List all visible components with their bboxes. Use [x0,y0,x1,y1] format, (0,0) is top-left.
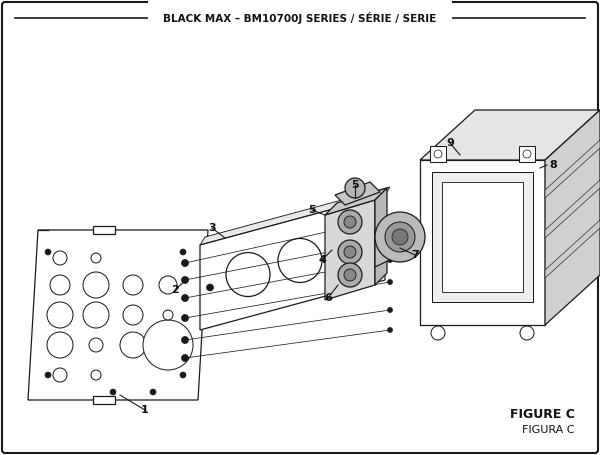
Circle shape [333,223,377,268]
Circle shape [180,249,186,255]
Text: 2: 2 [171,285,179,295]
Circle shape [91,253,101,263]
Circle shape [163,310,173,320]
Polygon shape [200,195,385,330]
Circle shape [50,275,70,295]
Circle shape [345,178,365,198]
Text: 8: 8 [549,160,557,170]
FancyBboxPatch shape [93,396,115,404]
Circle shape [523,150,531,158]
Circle shape [91,370,101,380]
Circle shape [53,368,67,382]
Circle shape [278,238,322,283]
Circle shape [45,372,51,378]
Circle shape [182,354,188,362]
Circle shape [388,216,392,221]
FancyBboxPatch shape [93,226,115,234]
Text: 5: 5 [308,205,316,215]
Polygon shape [420,160,545,325]
Text: FIGURA C: FIGURA C [523,425,575,435]
Circle shape [338,240,362,264]
Circle shape [83,302,109,328]
Polygon shape [545,220,600,278]
Circle shape [431,326,445,340]
Circle shape [110,389,116,395]
Text: 1: 1 [141,405,149,415]
Text: BLACK MAX – BM10700J SERIES / SÉRIE / SERIE: BLACK MAX – BM10700J SERIES / SÉRIE / SE… [163,12,437,24]
Circle shape [89,338,103,352]
Circle shape [180,372,186,378]
Polygon shape [420,110,600,160]
Polygon shape [325,188,387,215]
Circle shape [388,238,392,243]
Circle shape [83,272,109,298]
Circle shape [338,210,362,234]
Polygon shape [545,110,600,325]
Circle shape [344,269,356,281]
Circle shape [53,251,67,265]
Circle shape [520,326,534,340]
Polygon shape [325,200,375,300]
Circle shape [182,314,188,322]
Circle shape [434,150,442,158]
Circle shape [47,302,73,328]
Text: FIGURE C: FIGURE C [510,409,575,421]
Text: 5: 5 [351,180,359,190]
Polygon shape [335,182,380,205]
Polygon shape [375,218,400,267]
Circle shape [388,279,392,284]
Circle shape [344,246,356,258]
Circle shape [182,259,188,267]
Circle shape [182,294,188,302]
Polygon shape [545,140,600,198]
Circle shape [159,276,177,294]
Circle shape [371,234,379,241]
Polygon shape [28,230,208,400]
Circle shape [182,277,188,283]
Circle shape [226,253,270,297]
Circle shape [392,229,408,245]
Circle shape [375,212,425,262]
FancyBboxPatch shape [442,182,523,292]
Text: 4: 4 [318,255,326,265]
Circle shape [182,337,188,344]
Text: 3: 3 [208,223,216,233]
Circle shape [206,284,214,291]
Circle shape [45,249,51,255]
Circle shape [123,305,143,325]
Circle shape [143,320,193,370]
Circle shape [338,263,362,287]
Polygon shape [545,180,600,238]
FancyBboxPatch shape [430,146,446,162]
Circle shape [385,222,415,252]
Circle shape [123,275,143,295]
Circle shape [388,258,392,263]
Circle shape [150,389,156,395]
Circle shape [388,328,392,333]
Circle shape [388,308,392,313]
Text: 9: 9 [446,138,454,148]
Circle shape [120,332,146,358]
Circle shape [344,216,356,228]
Text: 7: 7 [411,250,419,260]
Polygon shape [375,188,387,285]
FancyBboxPatch shape [432,172,533,302]
Text: 6: 6 [324,293,332,303]
Polygon shape [200,187,390,245]
FancyBboxPatch shape [519,146,535,162]
Circle shape [47,332,73,358]
